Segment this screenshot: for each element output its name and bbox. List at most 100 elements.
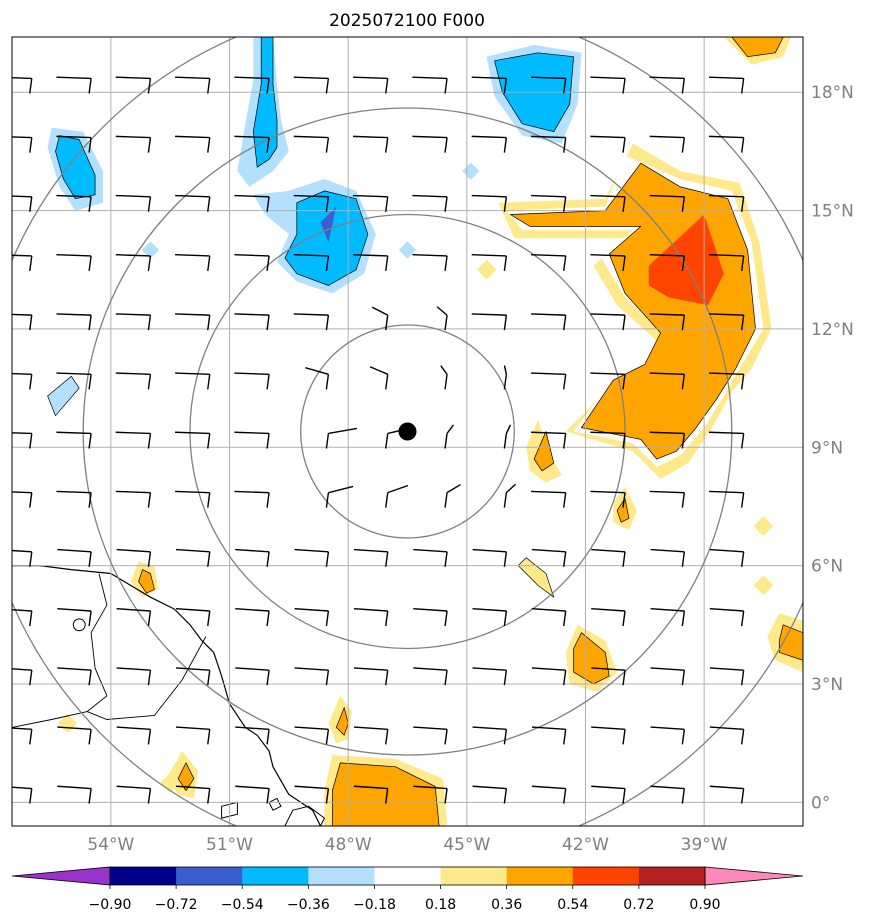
wind-barb-flag [29, 610, 33, 627]
wind-barb [590, 313, 626, 331]
wind-barb-shaft [175, 548, 210, 553]
wind-barb-flag [325, 729, 330, 745]
wind-barb-shaft [471, 194, 507, 198]
wind-barb-flag [740, 729, 745, 745]
wind-barb-flag [147, 315, 152, 331]
wind-barb [57, 667, 92, 686]
wind-barb [531, 726, 567, 745]
wind-barb-flag [503, 315, 508, 331]
wind-barb-flag [207, 729, 211, 745]
wind-barb [56, 254, 92, 272]
wind-barb-flag [147, 255, 152, 272]
wind-barb-flag [503, 137, 508, 153]
wind-barb [234, 431, 270, 449]
lat-label: 18°N [811, 83, 854, 103]
negative-dot-14n-west [141, 241, 160, 259]
colorbar-extend-high [704, 866, 804, 886]
wind-barb-flag [266, 670, 270, 686]
wind-barb-flag [266, 78, 270, 94]
wind-barb-shaft [649, 313, 685, 316]
wind-barb [531, 135, 567, 153]
wind-barb-flag [29, 315, 33, 331]
wind-barb-flag [681, 196, 686, 212]
wind-barb-shaft [590, 194, 626, 198]
wind-barb [175, 431, 211, 449]
wind-barb-shaft [472, 726, 507, 731]
wind-barb-flag [325, 315, 330, 331]
wind-barb [12, 786, 33, 804]
wind-barb-shaft [531, 313, 566, 316]
wind-barb-flag [740, 196, 745, 212]
wind-barb [503, 424, 512, 449]
wind-barb [385, 484, 409, 508]
wind-barb-shaft [12, 786, 32, 790]
wind-barb-shaft [709, 548, 744, 553]
wind-barb [590, 135, 626, 153]
wind-barb-shaft [115, 254, 151, 257]
wind-barb [413, 667, 448, 686]
wind-barb-flag [207, 374, 211, 390]
wind-barb-shaft [56, 490, 92, 494]
wind-barb [650, 785, 686, 804]
wind-barb-shaft [531, 785, 566, 790]
wind-barb-flag [325, 137, 330, 153]
wind-barb [412, 76, 448, 94]
wind-barb [590, 372, 626, 390]
wind-barb-shaft [12, 668, 32, 671]
wind-barb [531, 313, 567, 331]
wind-barb-shaft [505, 483, 517, 494]
wind-barb-flag [88, 492, 92, 508]
colorbar-segment [506, 867, 574, 885]
wind-barb [353, 254, 389, 272]
wind-barb-shaft [472, 548, 507, 553]
wind-barb-flag [88, 137, 92, 153]
colorbar-segment [374, 867, 442, 885]
wind-barb [709, 785, 745, 804]
wind-barb-shaft [56, 135, 92, 139]
wind-barb-shaft [305, 367, 329, 375]
wind-barb-flag [266, 315, 270, 331]
lon-label: 39°W [681, 835, 728, 855]
colorbar-segment [638, 867, 706, 885]
wind-barb-shaft [116, 667, 151, 671]
wind-barb-flag [385, 610, 389, 627]
wind-barb-flag [681, 433, 686, 449]
wind-barb-flag [622, 137, 626, 153]
wind-barb [591, 548, 626, 567]
wind-barb [708, 431, 745, 449]
colorbar-outline [109, 866, 706, 886]
wind-barb-shaft [412, 254, 448, 257]
wind-barb-flag [147, 492, 152, 508]
wind-barb [57, 785, 92, 804]
wind-barb-shaft [649, 76, 685, 80]
wind-barb [412, 194, 448, 212]
wind-barb [175, 490, 211, 508]
wind-barb [175, 785, 211, 804]
wind-barb-shaft [440, 365, 448, 375]
wind-barb [115, 76, 152, 94]
lon-label: 54°W [87, 835, 134, 855]
wind-barb [56, 490, 92, 508]
wind-barb-shaft [413, 548, 448, 553]
wind-barb-shaft [234, 194, 270, 198]
wind-barb-shaft [353, 135, 388, 139]
wind-barb [412, 135, 448, 153]
wind-barb-flag [29, 670, 33, 686]
wind-barb-shaft [235, 608, 270, 612]
wind-barb-flag [622, 788, 626, 804]
negative-cell-10n [47, 375, 80, 417]
wind-barb-flag [88, 788, 92, 804]
wind-barb-flag [385, 492, 389, 508]
wind-barb-flag [444, 137, 448, 153]
wind-barb-flag [503, 670, 508, 686]
wind-barb [56, 313, 92, 331]
wind-barb-flag [740, 492, 745, 508]
wind-barb [234, 76, 270, 94]
wind-barb [115, 490, 152, 508]
wind-barb [708, 490, 745, 508]
wind-barb-flag [681, 137, 686, 153]
wind-barb-shaft [709, 667, 744, 671]
wind-barb [175, 548, 211, 567]
wind-barb [353, 194, 389, 212]
wind-barb-flag [147, 137, 152, 153]
